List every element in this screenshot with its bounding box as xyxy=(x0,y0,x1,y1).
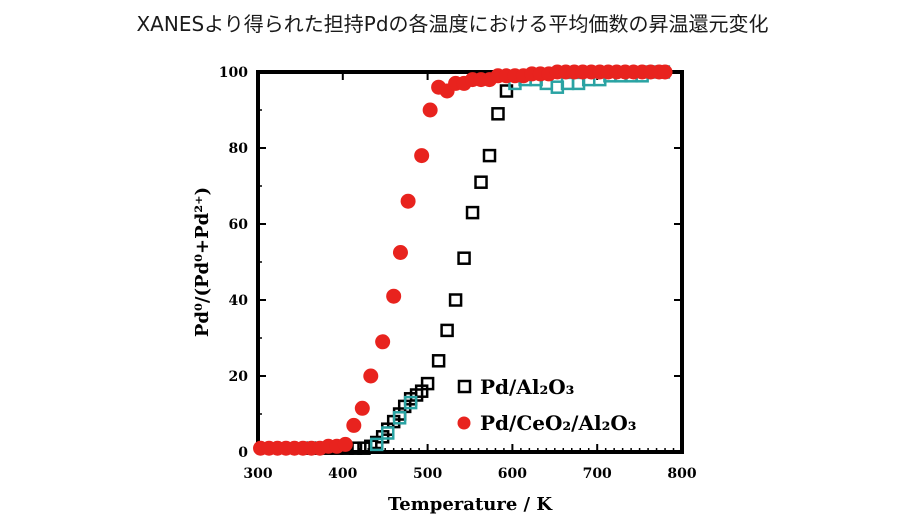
data-point-series-0 xyxy=(499,84,514,98)
legend-label-pd-al2o3: Pd/Al₂O₃ xyxy=(480,375,574,399)
data-point-series-1 xyxy=(369,437,384,452)
data-point-series-2 xyxy=(337,436,353,452)
data-point-series-0 xyxy=(448,293,463,307)
data-point-series-0 xyxy=(357,441,371,455)
data-point-series-2 xyxy=(346,417,362,433)
data-point-series-0 xyxy=(440,323,454,338)
data-point-series-2 xyxy=(422,102,438,118)
data-point-series-2 xyxy=(400,193,416,209)
y-tick-label: 100 xyxy=(219,65,248,81)
legend-label-pd-ceo2-al2o3: Pd/CeO₂/Al₂O₃ xyxy=(480,411,637,435)
data-point-series-0 xyxy=(420,376,435,391)
data-point-series-0 xyxy=(457,251,471,265)
data-point-series-0 xyxy=(465,205,480,220)
y-tick-label: 40 xyxy=(229,293,249,309)
data-point-series-2 xyxy=(363,368,379,384)
data-point-series-2 xyxy=(392,245,408,260)
x-tick-label: 500 xyxy=(413,466,442,482)
y-tick-label: 80 xyxy=(229,141,249,157)
x-tick-label: 400 xyxy=(328,466,357,482)
x-tick-label: 600 xyxy=(498,466,527,482)
data-point-series-2 xyxy=(354,400,370,416)
legend: Pd/Al₂O₃ Pd/CeO₂/Al₂O₃ xyxy=(457,375,637,435)
legend-marker-pd-al2o3 xyxy=(457,379,472,394)
x-tick-label: 300 xyxy=(243,466,272,482)
data-point-series-1 xyxy=(403,395,418,410)
page-title: XANESより得られた担持Pdの各温度における平均価数の昇温還元変化 xyxy=(136,12,769,36)
data-point-series-2 xyxy=(386,288,402,304)
data-point-series-0 xyxy=(474,175,488,189)
data-point-series-1 xyxy=(380,426,395,440)
y-tick-label: 60 xyxy=(229,217,249,233)
x-axis-title: Temperature / K xyxy=(388,494,553,515)
x-tick-label: 800 xyxy=(667,466,696,482)
data-point-series-0 xyxy=(431,354,446,368)
y-tick-label: 0 xyxy=(238,445,248,461)
data-point-series-2 xyxy=(657,64,673,80)
data-point-series-0 xyxy=(491,107,505,121)
y-tick-label: 20 xyxy=(229,369,249,385)
x-tick-label: 700 xyxy=(583,466,612,482)
legend-marker-pd-ceo2-al2o3 xyxy=(457,416,471,430)
data-point-series-0 xyxy=(482,148,497,163)
data-point-series-2 xyxy=(375,334,391,350)
axis-ticks: 300 400 500 600 700 800 0 20 40 60 80 100 xyxy=(219,65,697,482)
data-point-series-2 xyxy=(414,148,430,164)
data-point-series-1 xyxy=(392,411,407,425)
y-axis-title: Pd⁰/(Pd⁰+Pd²⁺) xyxy=(192,187,213,337)
data-points xyxy=(253,64,673,456)
